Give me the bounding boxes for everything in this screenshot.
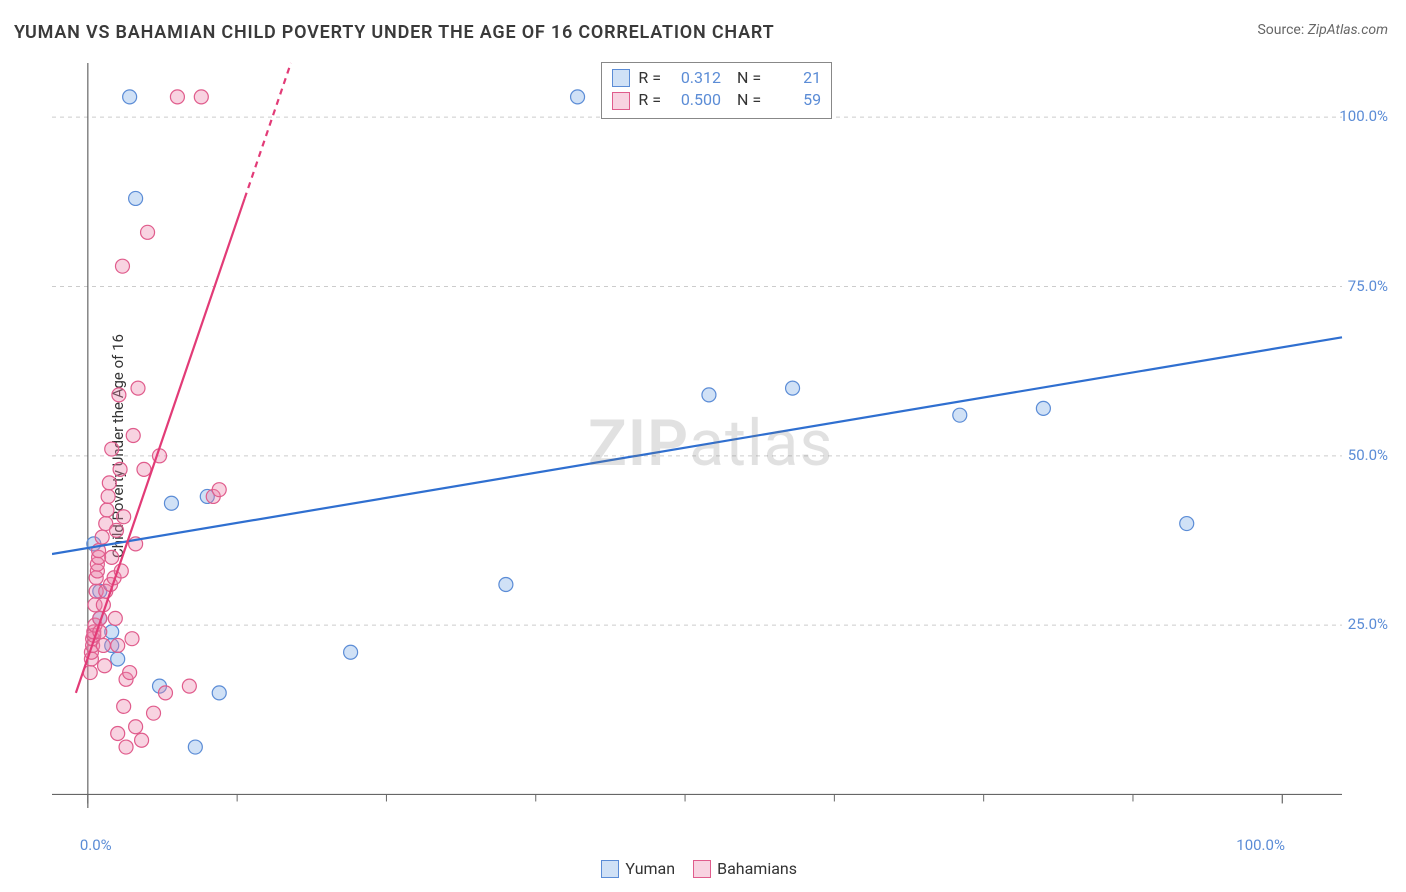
source-value: ZipAtlas.com [1308,22,1388,38]
legend-n-label: N = [729,89,761,111]
legend-correlation: R = 0.312 N = 21 R = 0.500 N = 59 [601,62,832,119]
y-tick-label: 25.0% [1348,615,1388,633]
chart-container: YUMAN VS BAHAMIAN CHILD POVERTY UNDER TH… [0,0,1406,892]
legend-series-item: Bahamians [693,859,797,878]
legend-swatch [612,92,630,110]
legend-n-value: 59 [769,89,821,111]
legend-r-label: R = [638,67,661,89]
y-tick-label: 50.0% [1348,446,1388,464]
legend-row: R = 0.500 N = 59 [612,89,821,111]
plot-area: ZIPatlas R =0.312 N =21R =0.500 N =59 Yu… [52,58,1392,848]
legend-swatch [601,860,619,878]
legend-series: Yuman Bahamians [601,859,797,878]
legend-swatch [612,69,630,87]
source-label: Source: [1257,22,1307,38]
y-tick-label: 75.0% [1348,277,1388,295]
legend-r-value: 0.500 [669,89,721,111]
legend-series-item: Yuman [601,859,675,878]
legend-r-value: 0.312 [669,67,721,89]
chart-title: YUMAN VS BAHAMIAN CHILD POVERTY UNDER TH… [14,22,774,43]
source-attribution: Source: ZipAtlas.com [1257,22,1388,38]
legend-series-label: Bahamians [717,859,797,878]
x-tick-label: 0.0% [80,836,112,854]
x-tick-label: 100.0% [1236,836,1285,854]
legend-n-value: 21 [769,67,821,89]
legend-n-label: N = [729,67,761,89]
legend-series-label: Yuman [625,859,675,878]
legend-row: R = 0.312 N = 21 [612,67,821,89]
chart-svg [52,58,1392,848]
legend-swatch [693,860,711,878]
y-tick-label: 100.0% [1339,107,1388,125]
legend-r-label: R = [638,89,661,111]
